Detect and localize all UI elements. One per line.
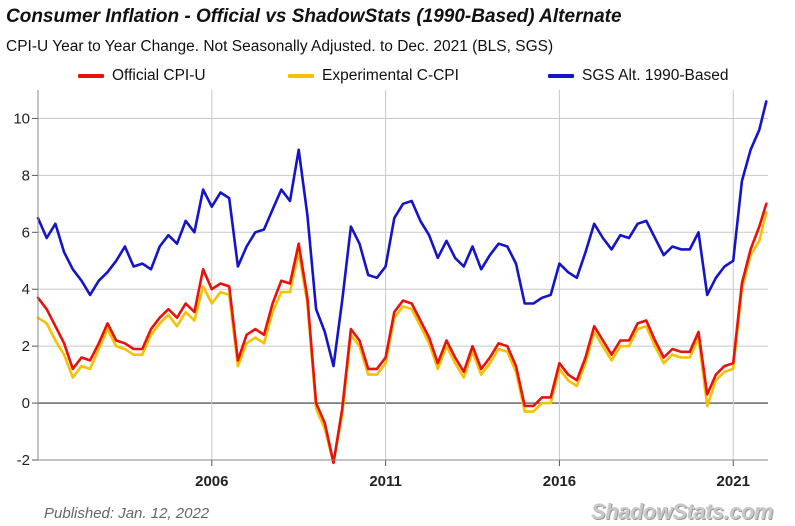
y-tick-label: 8 xyxy=(22,167,30,184)
legend-item-experimental: Experimental C-CPI xyxy=(288,64,459,88)
legend-swatch-sgs xyxy=(548,74,574,78)
brand-watermark: ShadowStats.com xyxy=(591,499,773,524)
legend-swatch-official xyxy=(78,74,104,78)
chart-subtitle: CPI-U Year to Year Change. Not Seasonall… xyxy=(6,38,554,55)
legend-label-official: Official CPI-U xyxy=(112,67,206,84)
grid xyxy=(38,90,768,461)
legend-item-sgs: SGS Alt. 1990-Based xyxy=(548,64,728,88)
chart-title: Consumer Inflation - Official vs ShadowS… xyxy=(6,6,622,27)
legend-label-sgs: SGS Alt. 1990-Based xyxy=(582,67,729,84)
x-tick-label: 2011 xyxy=(369,473,402,490)
y-tick-label: 2 xyxy=(22,338,30,355)
x-tick-label: 2021 xyxy=(717,473,750,490)
legend-label-experimental: Experimental C-CPI xyxy=(322,67,459,84)
legend-swatch-experimental xyxy=(288,74,314,78)
y-tick-label: 0 xyxy=(22,395,30,412)
legend-item-official: Official CPI-U xyxy=(78,64,206,88)
y-tick-label: 10 xyxy=(13,110,30,127)
axes: -2 0 2 4 6 8 10 2006 2011 2016 2021 xyxy=(13,90,768,490)
y-tick-label: 4 xyxy=(22,281,30,298)
y-tick-label: 6 xyxy=(22,224,30,241)
series-line-official-cpi-u xyxy=(36,202,768,465)
series-line-sgs-alt xyxy=(36,100,768,368)
published-date: Published: Jan. 12, 2022 xyxy=(44,505,210,522)
y-tick-label: -2 xyxy=(17,452,30,469)
x-tick-label: 2016 xyxy=(543,473,576,490)
legend: Official CPI-U Experimental C-CPI SGS Al… xyxy=(0,64,795,88)
x-tick-label: 2006 xyxy=(195,473,228,490)
series-lines xyxy=(36,100,768,465)
series-line-experimental-c-cpi xyxy=(36,211,768,465)
